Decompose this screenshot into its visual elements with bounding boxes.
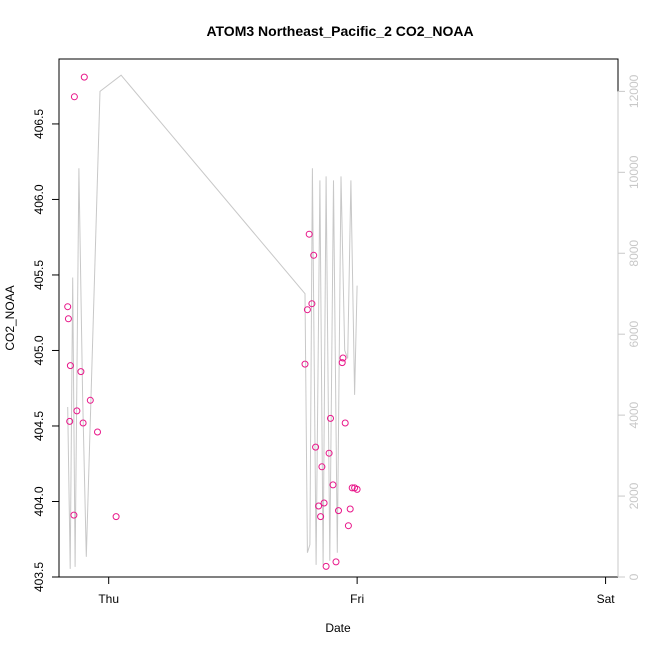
data-point	[77, 368, 85, 376]
x-tick-label: Sat	[597, 592, 616, 606]
data-point	[310, 251, 318, 259]
y-left-tick-label: 403.5	[32, 562, 46, 592]
data-point	[344, 522, 352, 530]
data-point	[308, 300, 316, 308]
data-point	[303, 306, 311, 314]
data-point	[329, 481, 337, 489]
data-point	[341, 419, 349, 427]
data-point	[66, 417, 74, 425]
y-right-tick-label: 4000	[627, 401, 641, 428]
y-left-tick-label: 406.5	[32, 109, 46, 139]
y-left-tick-label: 404.0	[32, 486, 46, 516]
data-point	[335, 507, 342, 515]
y-left-tick-label: 406.0	[32, 184, 46, 214]
data-point	[79, 419, 87, 427]
y-right-tick-label: 0	[627, 573, 641, 580]
y-right-tick-label: 12000	[627, 74, 641, 108]
series-line	[67, 74, 358, 569]
data-point	[80, 73, 88, 81]
data-point	[318, 463, 326, 471]
y-right-tick-label: 10000	[627, 155, 641, 189]
data-point	[348, 484, 356, 492]
y-right-tick-label: 6000	[627, 321, 641, 348]
data-point	[353, 485, 361, 493]
data-point	[112, 513, 120, 521]
data-point	[64, 303, 72, 311]
chart-title: ATOM3 Northeast_Pacific_2 CO2_NOAA	[206, 23, 473, 39]
x-tick-label: Thu	[98, 592, 119, 606]
x-axis: Thu Fri Sat	[98, 576, 616, 606]
x-tick-label: Fri	[350, 592, 364, 606]
data-point	[339, 354, 347, 362]
y-left-tick-label: 405.5	[32, 260, 46, 290]
data-point	[322, 562, 330, 570]
data-point	[64, 315, 72, 323]
co2-points	[64, 73, 361, 570]
y-right-tick-label: 2000	[627, 482, 641, 509]
data-point	[325, 449, 333, 457]
y-right-tick-label: 8000	[627, 240, 641, 267]
data-point	[312, 443, 320, 451]
data-point	[94, 428, 101, 436]
data-point	[315, 502, 323, 510]
data-point	[327, 414, 334, 422]
data-point	[346, 505, 354, 513]
right-axis-series-line	[67, 74, 358, 569]
y-axis-right: 0 2000 4000 6000 8000 10000 12000	[617, 74, 641, 580]
data-point	[332, 558, 340, 566]
data-point	[305, 230, 313, 238]
data-point	[338, 359, 346, 367]
data-point	[66, 362, 74, 370]
y-axis-left: 403.5 404.0 404.5 405.0 405.5 406.0 406.5	[32, 109, 60, 592]
data-point	[70, 511, 78, 519]
x-axis-label: Date	[325, 621, 351, 635]
y-left-tick-label: 404.5	[32, 411, 46, 441]
data-point	[320, 499, 328, 507]
data-point	[86, 396, 94, 404]
data-point	[73, 407, 81, 415]
y-left-tick-label: 405.0	[32, 335, 46, 365]
data-point	[301, 360, 309, 368]
y-axis-label: CO2_NOAA	[3, 285, 17, 350]
data-point	[317, 513, 325, 521]
data-point	[70, 93, 78, 101]
